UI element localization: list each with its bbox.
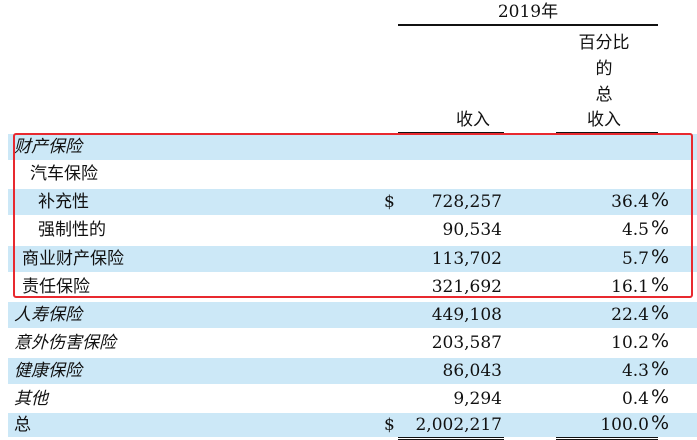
income-value: 321,692	[431, 277, 502, 297]
pct-heading-line-2: 的	[595, 59, 613, 79]
income-value: 90,534	[442, 220, 502, 240]
percent-sign: %	[651, 246, 670, 268]
income-value: 86,043	[442, 361, 502, 381]
percent-sign: %	[651, 358, 670, 380]
pct-value: 0.4	[621, 389, 649, 409]
currency-symbol: $	[384, 415, 395, 435]
table-row: 意外伤害保险 203,587 10.2 %	[8, 330, 697, 356]
year-heading: 2019年	[497, 2, 559, 22]
percent-sign: %	[651, 274, 670, 296]
percent-sign: %	[651, 302, 670, 324]
row-label: 责任保险	[22, 277, 90, 297]
income-value: 2,002,217	[415, 415, 502, 435]
pct-heading-line-3: 总	[595, 85, 613, 105]
table-row: 责任保险 321,692 16.1 %	[8, 274, 697, 300]
table-row: 财产保险	[8, 134, 697, 160]
table-row: 商业财产保险 113,702 5.7 %	[8, 246, 697, 272]
year-heading-rule	[398, 24, 658, 26]
percent-sign: %	[651, 386, 670, 408]
pct-value: 36.4	[611, 192, 649, 212]
pct-value: 10.2	[611, 333, 649, 353]
pct-value: 4.5	[621, 220, 649, 240]
row-label: 财产保险	[14, 137, 82, 157]
income-column-heading: 收入	[456, 110, 490, 130]
pct-value: 100.0	[600, 415, 649, 435]
table-row: 人寿保险 449,108 22.4 %	[8, 302, 697, 328]
income-value: 728,257	[431, 192, 502, 212]
pct-value: 4.3	[621, 361, 649, 381]
percent-sign: %	[651, 217, 670, 239]
row-label: 强制性的	[38, 220, 106, 240]
table-row: 健康保险 86,043 4.3 %	[8, 358, 697, 384]
percent-sign: %	[651, 330, 670, 352]
table-row: 强制性的 90,534 4.5 %	[8, 217, 697, 243]
table-row: 汽车保险	[8, 161, 697, 187]
pct-value: 22.4	[611, 305, 649, 325]
currency-symbol: $	[384, 192, 395, 212]
row-label: 汽车保险	[30, 164, 98, 184]
row-label: 人寿保险	[14, 305, 82, 325]
percent-sign: %	[651, 412, 670, 434]
row-label: 健康保险	[14, 361, 82, 381]
income-value: 113,702	[431, 249, 502, 269]
row-label: 补充性	[38, 192, 89, 212]
pct-value: 16.1	[611, 277, 649, 297]
pct-value: 5.7	[621, 249, 649, 269]
row-label: 商业财产保险	[22, 249, 124, 269]
income-value: 9,294	[453, 389, 502, 409]
total-row: 总 $ 2,002,217 100.0 %	[8, 412, 697, 437]
table-row: 其他 9,294 0.4 %	[8, 386, 697, 412]
table-row: 补充性 $ 728,257 36.4 %	[8, 189, 697, 215]
row-label: 意外伤害保险	[14, 333, 116, 353]
income-value: 203,587	[431, 333, 502, 353]
pct-heading-line-1: 百分比	[578, 33, 630, 53]
percent-sign: %	[651, 189, 670, 211]
highlight-box	[13, 133, 693, 298]
pct-of-total-heading: 百分比 的 总	[556, 30, 652, 108]
row-label: 总	[14, 415, 31, 435]
row-label: 其他	[14, 389, 48, 409]
income-value: 449,108	[431, 305, 502, 325]
pct-heading-line-4: 收入	[587, 110, 621, 130]
